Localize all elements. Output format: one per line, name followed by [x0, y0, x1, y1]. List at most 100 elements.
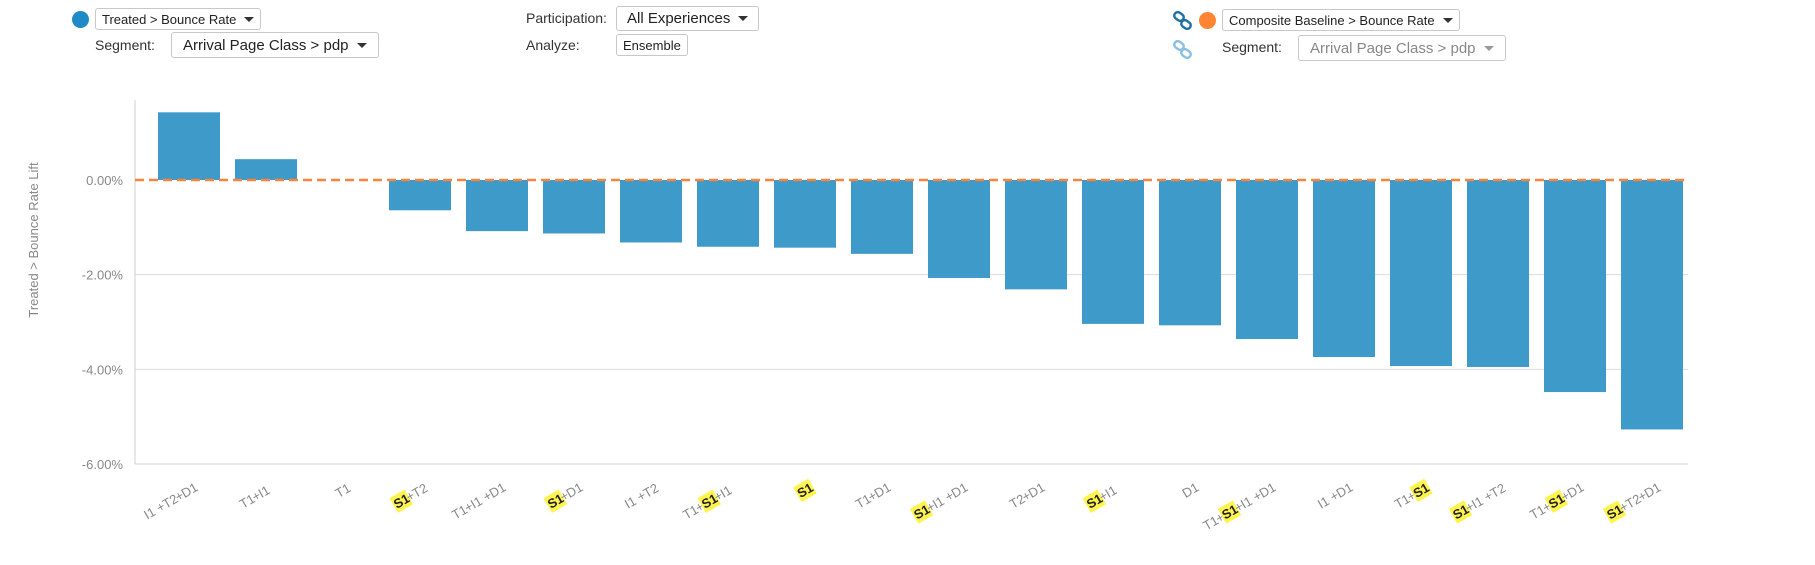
- right-segment-label: Segment:: [1222, 39, 1282, 55]
- highlight-mark: [1544, 489, 1569, 513]
- highlight-mark: [697, 489, 722, 513]
- chevron-down-icon: [244, 16, 255, 22]
- chevron-down-icon: [356, 42, 367, 48]
- y-axis-label: Treated > Bounce Rate Lift: [26, 162, 41, 318]
- analyze-value: Ensemble: [623, 37, 681, 53]
- x-tick-label: S1+T2: [389, 480, 431, 513]
- x-tick-label: T1+S1+I1: [680, 482, 734, 523]
- highlight-mark: [1409, 478, 1433, 503]
- chevron-down-icon: [1483, 45, 1494, 51]
- x-tick-label-part: S1: [391, 491, 412, 512]
- left-segment-label: Segment:: [95, 37, 155, 53]
- x-tick-label-part: S1: [1450, 501, 1471, 522]
- x-tick-label-part: S1: [1411, 480, 1432, 501]
- bar[interactable]: [1390, 180, 1452, 367]
- bar[interactable]: [620, 180, 682, 243]
- x-tick-label: T1+S1: [1392, 478, 1433, 512]
- bars: [158, 112, 1683, 430]
- x-tick-label-part: D1: [1180, 479, 1202, 500]
- x-tick-label: S1+I1: [1082, 482, 1119, 513]
- treated-metric-dropdown[interactable]: Treated > Bounce Rate: [95, 8, 262, 30]
- bar[interactable]: [774, 180, 836, 248]
- x-tick-label: I1+T2: [622, 480, 661, 511]
- x-tick-label: S1+I1+D1: [909, 479, 971, 524]
- left-segment-dropdown[interactable]: Arrival Page Class > pdp: [171, 32, 379, 58]
- x-tick-label: S1+D1: [543, 479, 585, 513]
- x-tick-label-part: S1: [1084, 491, 1105, 512]
- x-tick-label: T1: [333, 480, 354, 501]
- x-tick-label: S1: [793, 478, 817, 503]
- participation-value: All Experiences: [627, 10, 731, 27]
- highlight-mark: [1082, 489, 1107, 513]
- highlight-mark: [793, 478, 817, 503]
- x-tick-label: T1+I1+D1: [449, 479, 508, 522]
- x-tick-label: D1: [1180, 479, 1202, 500]
- link-icon[interactable]: [1172, 10, 1194, 31]
- bar[interactable]: [851, 180, 913, 254]
- x-tick-label: T2+D1: [1007, 479, 1048, 511]
- x-tick-label-part: D1: [487, 479, 509, 500]
- participation-dropdown[interactable]: All Experiences: [616, 6, 760, 31]
- x-tick-label-part: S1: [911, 501, 932, 522]
- y-tick-label: 0.00%: [86, 173, 123, 188]
- x-tick-label: T1+S1+D1: [1527, 479, 1587, 523]
- bar[interactable]: [1467, 180, 1529, 367]
- x-tick-label-part: D1: [1257, 479, 1279, 500]
- bar[interactable]: [466, 180, 528, 232]
- analyze-button[interactable]: Ensemble: [616, 34, 688, 56]
- highlight-mark: [389, 489, 414, 513]
- bar[interactable]: [928, 180, 990, 278]
- gridlines: [135, 274, 1688, 465]
- bar[interactable]: [697, 180, 759, 247]
- bar[interactable]: [1005, 180, 1067, 290]
- y-tick-label: -2.00%: [82, 268, 124, 283]
- y-tick-label: -4.00%: [82, 362, 124, 377]
- right-segment-dropdown[interactable]: Arrival Page Class > pdp: [1298, 35, 1506, 61]
- x-tick-label-part: T2: [160, 491, 181, 512]
- x-tick-label-part: D1: [1026, 479, 1048, 500]
- x-tick-label-part: D1: [1565, 479, 1587, 500]
- bar[interactable]: [543, 180, 605, 234]
- x-tick-label-part: S1: [1604, 501, 1625, 522]
- x-tick-label: T1+D1: [853, 479, 894, 511]
- x-tick-label-part: T1: [449, 502, 470, 523]
- bar[interactable]: [1159, 180, 1221, 326]
- x-tick-label-part: T1: [853, 491, 874, 512]
- chevron-down-icon: [1442, 17, 1453, 23]
- x-tick-label-part: S1: [795, 480, 816, 501]
- x-tick-label-part: T2: [410, 480, 431, 501]
- x-tick-label: T1+I1: [237, 482, 273, 511]
- bar[interactable]: [1313, 180, 1375, 358]
- right-segment-value: Arrival Page Class > pdp: [1310, 39, 1476, 57]
- x-tick-label-part: T1: [1527, 502, 1548, 523]
- bar[interactable]: [1544, 180, 1606, 393]
- analyze-label: Analyze:: [526, 37, 580, 53]
- x-tick-label-part: T2: [1007, 491, 1028, 512]
- x-tick-label: T1+S1+I1+D1: [1200, 479, 1279, 534]
- bar[interactable]: [389, 180, 451, 211]
- x-tick-label-part: T1: [1200, 513, 1221, 534]
- bar[interactable]: [235, 159, 297, 180]
- link-faded-icon[interactable]: [1172, 39, 1194, 60]
- chevron-down-icon: [738, 16, 749, 21]
- left-segment-value: Arrival Page Class > pdp: [183, 36, 349, 54]
- x-tick-label-part: S1: [545, 491, 566, 512]
- bar[interactable]: [1621, 180, 1683, 430]
- x-tick-label-part: D1: [1642, 479, 1664, 500]
- x-tick-label-part: T1: [680, 502, 701, 523]
- y-tick-label: -6.00%: [82, 457, 124, 472]
- baseline-metric-dropdown[interactable]: Composite Baseline > Bounce Rate: [1222, 9, 1460, 31]
- bar[interactable]: [1236, 180, 1298, 340]
- baseline-series-dot: [1199, 12, 1216, 29]
- x-tick-label-part: T2: [1488, 480, 1509, 501]
- x-tick-label-part: D1: [872, 479, 894, 500]
- x-tick-label-part: D1: [949, 479, 971, 500]
- x-tick-label-part: S1: [1219, 501, 1240, 522]
- bar[interactable]: [1082, 180, 1144, 324]
- treated-series-dot: [72, 11, 89, 28]
- x-tick-label-part: T2: [1623, 491, 1644, 512]
- bar[interactable]: [158, 112, 220, 180]
- highlight-mark: [1217, 500, 1242, 524]
- axes: [134, 100, 1688, 465]
